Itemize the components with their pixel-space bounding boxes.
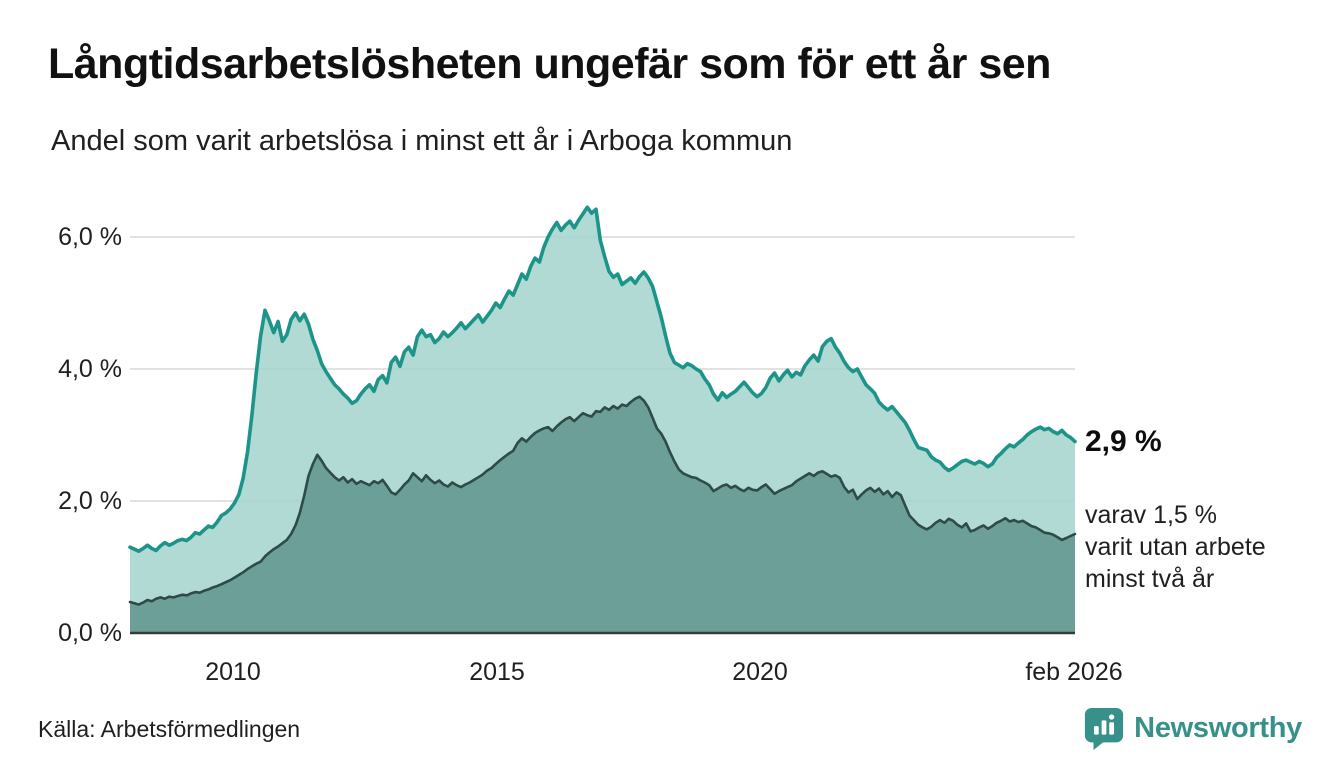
x-tick-feb-2026: feb 2026 — [1025, 658, 1123, 686]
y-tick-6: 6,0 % — [58, 223, 122, 251]
x-tick-2010: 2010 — [205, 658, 261, 686]
line-series-1 — [128, 205, 1077, 553]
note-line-1: varav 1,5 % — [1085, 501, 1218, 529]
note-line-2: varit utan arbete — [1085, 533, 1266, 561]
y-tick-0: 0,0 % — [58, 619, 122, 647]
latest-value-label: 2,9 % — [1085, 425, 1162, 458]
page-title: Långtidsarbetslösheten ungefär som för e… — [48, 40, 1051, 88]
chart-subtitle: Andel som varit arbetslösa i minst ett å… — [51, 125, 793, 157]
x-tick-2015: 2015 — [469, 658, 525, 686]
y-tick-2: 2,0 % — [58, 487, 122, 515]
y-tick-4: 4,0 % — [58, 355, 122, 383]
source-caption: Källa: Arbetsförmedlingen — [38, 716, 301, 742]
note-line-3: minst två år — [1085, 565, 1215, 593]
newsworthy-bubble-chart-icon — [1083, 706, 1125, 750]
area-fill-series-2 — [130, 396, 1075, 633]
line-series-2 — [128, 395, 1077, 606]
x-tick-2020: 2020 — [732, 658, 788, 686]
secondary-series-note: varav 1,5 % varit utan arbete minst två … — [1085, 499, 1266, 595]
newsworthy-logo[interactable]: Newsworthy — [1083, 706, 1302, 750]
newsworthy-wordmark: Newsworthy — [1134, 711, 1302, 744]
